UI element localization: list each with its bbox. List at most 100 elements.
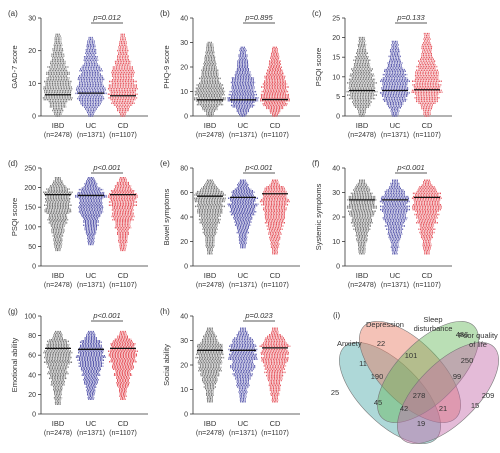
group-n-label: (n=1107) xyxy=(413,132,441,139)
venn-region-value: 209 xyxy=(482,391,495,400)
p-value-label: p<0.001 xyxy=(396,163,424,172)
venn-region-value: 21 xyxy=(439,404,447,413)
x-tick-label: UC xyxy=(238,419,249,428)
x-tick-label: UC xyxy=(86,271,97,280)
dots-IBD xyxy=(43,330,73,405)
y-tick-label: 0 xyxy=(32,114,36,121)
y-tick-label: 10 xyxy=(332,239,340,246)
panel-label: (a) xyxy=(8,9,18,18)
y-tick-label: 100 xyxy=(24,314,36,321)
group-n-label: (n=2478) xyxy=(196,282,224,289)
venn-region-value: 42 xyxy=(400,404,408,413)
x-tick-label: IBD xyxy=(204,121,217,130)
dots-IBD xyxy=(195,327,225,403)
y-tick-label: 20 xyxy=(28,392,36,399)
y-tick-label: 80 xyxy=(28,333,36,340)
y-tick-label: 20 xyxy=(28,48,36,55)
panel-label: (c) xyxy=(312,9,322,18)
y-tick-label: 0 xyxy=(184,264,188,271)
group-n-label: (n=2478) xyxy=(44,430,72,437)
dots-CD xyxy=(411,179,443,255)
y-axis-label: Bowel symptoms xyxy=(162,188,171,245)
x-tick-label: CD xyxy=(270,271,281,280)
p-value-label: p=0.895 xyxy=(244,13,273,22)
group-n-label: (n=2478) xyxy=(348,282,376,289)
venn-set-label-anxiety: Anxiety xyxy=(337,339,362,348)
group-n-label: (n=1371) xyxy=(381,282,409,289)
panels: (a) 0 10 20 30 GAD-7 score IBD (n=2478) UC (n=137… xyxy=(8,9,452,437)
panel-label: (h) xyxy=(160,307,170,316)
y-tick-label: 200 xyxy=(24,185,36,192)
venn-ellipse-poor-quality-of-life xyxy=(397,342,499,444)
panel-b: (b) 0 10 20 30 40 PHQ-9 score IBD (n=2478) UC (n=1… xyxy=(160,9,300,139)
dots-UC xyxy=(227,179,259,249)
venn-set-label-depression: Depression xyxy=(366,320,404,329)
venn-diagram: (i) Anxiety Depression Sleep disturbance… xyxy=(331,311,499,444)
dots-CD xyxy=(259,179,291,255)
x-tick-label: CD xyxy=(270,419,281,428)
x-tick-label: UC xyxy=(86,419,97,428)
x-tick-label: IBD xyxy=(204,419,217,428)
group-n-label: (n=2478) xyxy=(196,430,224,437)
y-tick-label: 250 xyxy=(24,166,36,173)
group-n-label: (n=1371) xyxy=(229,282,257,289)
y-tick-label: 5 xyxy=(336,94,340,101)
y-tick-label: 20 xyxy=(180,363,188,370)
x-tick-label: CD xyxy=(422,121,433,130)
y-tick-label: 80 xyxy=(180,166,188,173)
y-tick-label: 60 xyxy=(28,353,36,360)
y-tick-label: 15 xyxy=(332,55,340,62)
panel-label: (e) xyxy=(160,159,170,168)
y-tick-label: 0 xyxy=(32,412,36,419)
panel-d: (d) 0 50 100 150 200 250 PSQI score IBD (n=2478) U… xyxy=(8,159,148,289)
x-tick-label: IBD xyxy=(356,271,369,280)
y-tick-label: 0 xyxy=(32,264,36,271)
p-value-label: p<0.001 xyxy=(244,163,272,172)
y-tick-label: 20 xyxy=(180,65,188,72)
dots-UC xyxy=(75,330,107,401)
venn-set-label-sleep-line1: Sleep xyxy=(423,315,442,324)
panel-label: (d) xyxy=(8,159,18,168)
venn-region-value: 25 xyxy=(331,388,339,397)
y-axis-label: PSQI score xyxy=(314,48,323,86)
y-tick-label: 40 xyxy=(180,215,188,222)
dots-UC xyxy=(228,327,258,403)
dots-CD xyxy=(107,33,139,117)
group-n-label: (n=1107) xyxy=(413,282,441,289)
group-n-label: (n=1371) xyxy=(229,132,257,139)
p-value-label: p<0.001 xyxy=(92,163,120,172)
venn-region-value: 278 xyxy=(413,391,426,400)
y-tick-label: 40 xyxy=(28,372,36,379)
dots-UC xyxy=(75,36,107,117)
panel-h: (h) 0 10 20 30 40 Social ability IBD (n=2478) UC (… xyxy=(160,307,300,437)
venn-set-label-poor-line2: of life xyxy=(469,340,487,349)
x-tick-label: IBD xyxy=(52,271,65,280)
y-tick-label: 25 xyxy=(332,16,340,23)
y-tick-label: 0 xyxy=(184,114,188,121)
p-value-label: p=0.023 xyxy=(244,311,273,320)
venn-region-value: 11 xyxy=(359,359,367,368)
venn-region-value: 101 xyxy=(405,351,418,360)
venn-ellipse-depression xyxy=(359,321,461,423)
dots-IBD xyxy=(43,177,73,252)
x-tick-label: UC xyxy=(238,271,249,280)
y-tick-label: 30 xyxy=(332,190,340,197)
venn-region-value: 22 xyxy=(377,339,385,348)
group-n-label: (n=1371) xyxy=(77,430,105,437)
group-n-label: (n=1107) xyxy=(261,430,289,437)
venn-set-label-sleep-line2: disturbance xyxy=(414,324,453,333)
x-tick-label: IBD xyxy=(52,121,65,130)
venn-ellipse-sleep-disturbance xyxy=(377,321,479,423)
dots-IBD xyxy=(347,179,377,255)
venn-region-value: 190 xyxy=(371,372,384,381)
y-tick-label: 20 xyxy=(332,35,340,42)
group-n-label: (n=1107) xyxy=(109,430,137,437)
p-value-label: p=0.012 xyxy=(92,13,121,22)
group-n-label: (n=1107) xyxy=(261,132,289,139)
group-n-label: (n=2478) xyxy=(44,132,72,139)
y-tick-label: 10 xyxy=(332,74,340,81)
venn-region-value: 45 xyxy=(374,398,382,407)
dots-CD xyxy=(107,177,139,252)
dots-CD xyxy=(411,32,443,117)
